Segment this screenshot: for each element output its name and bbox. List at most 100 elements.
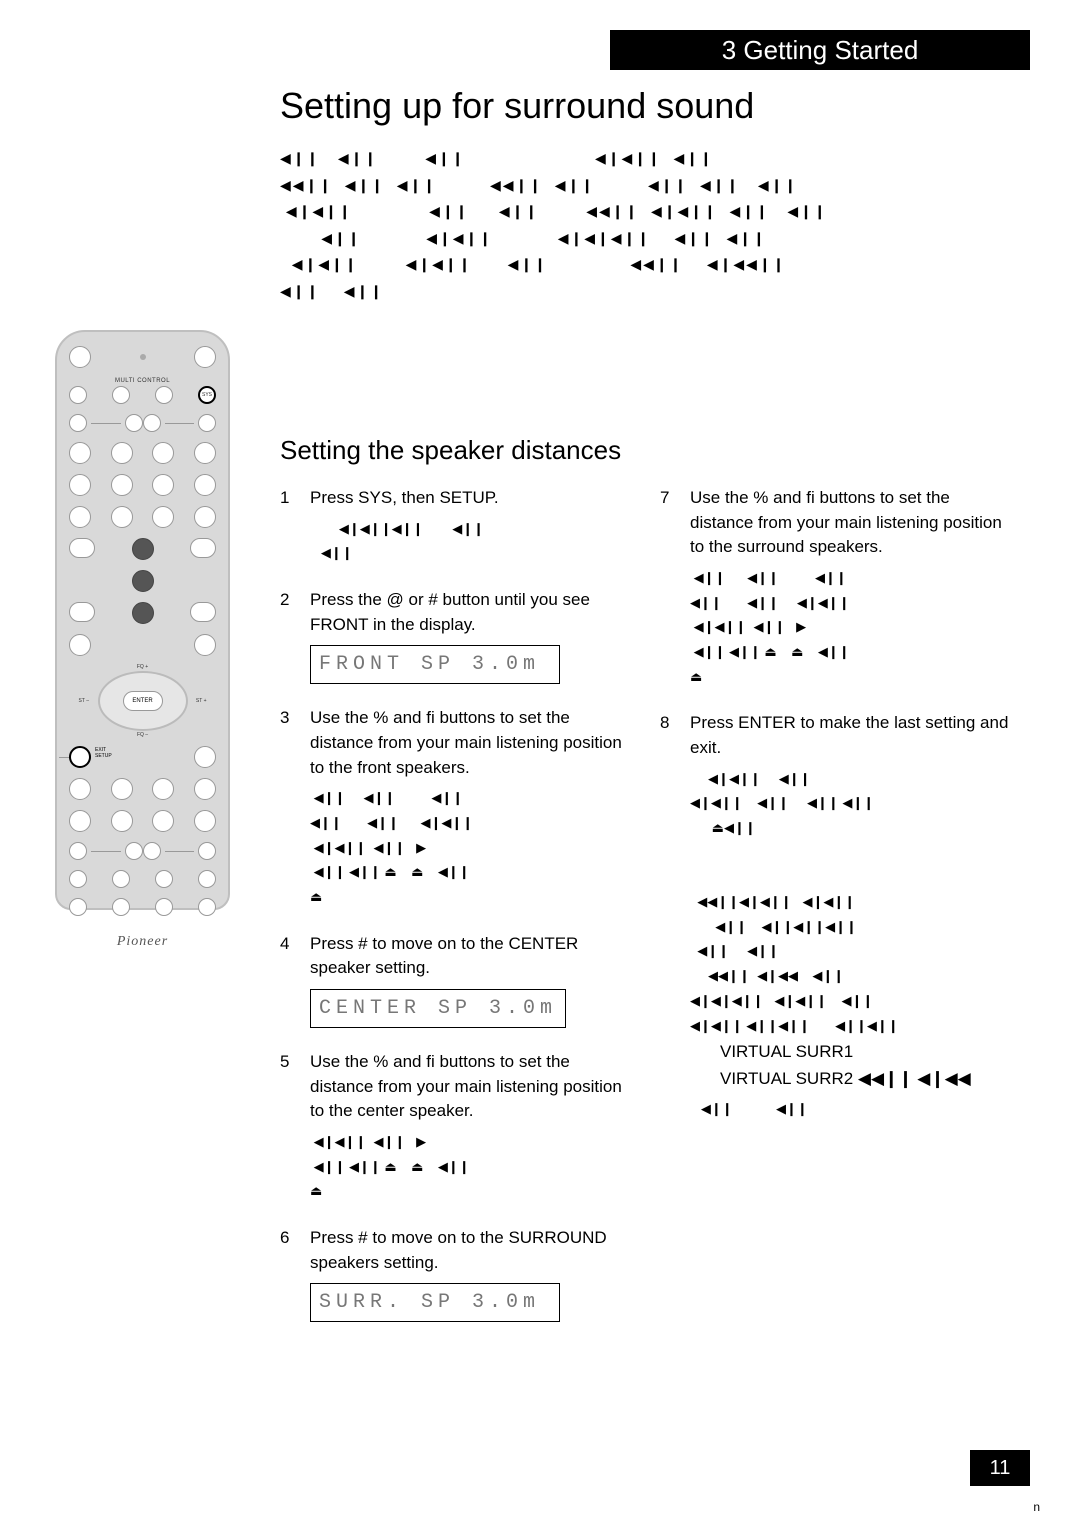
remote-button (198, 870, 216, 888)
step-number: 7 (660, 486, 678, 689)
step-text: Press the @ or # button until you see FR… (310, 588, 630, 637)
step-number: 4 (280, 932, 298, 1028)
remote-button (143, 842, 161, 860)
remote-button (194, 634, 216, 656)
remote-button (132, 538, 154, 560)
remote-button (69, 634, 91, 656)
remote-button (155, 870, 173, 888)
step-text: Press # to move on to the CENTER speaker… (310, 932, 630, 981)
remote-button (194, 810, 216, 832)
remote-button (143, 414, 161, 432)
remote-button (69, 442, 91, 464)
ir-led-icon (140, 354, 146, 360)
step-glyphs: ◀❙◀❙❙ ◀❙❙ ◀❙◀❙❙ ◀❙❙ ◀❙❙ ◀❙❙ ⏏◀❙❙ ◀◀❙❙◀❙◀… (690, 767, 1010, 1039)
left-column: 1 Press SYS, then SETUP. ◀❙◀❙❙◀❙❙ ◀❙❙ ◀❙… (280, 486, 630, 1344)
fq-minus-label: FQ – (137, 732, 148, 738)
step-text: Use the % and fi buttons to set the dist… (690, 486, 1010, 560)
multi-control-label: MULTI CONTROL (69, 378, 216, 384)
remote-button (69, 842, 87, 860)
remote-button (111, 810, 133, 832)
remote-button (194, 442, 216, 464)
remote-button (194, 778, 216, 800)
dpad: FQ + FQ – ST – ST + ENTER (93, 666, 193, 736)
remote-button (198, 414, 216, 432)
remote-button (155, 386, 173, 404)
chapter-header: 3 Getting Started (610, 30, 1030, 70)
remote-button (69, 506, 91, 528)
remote-button (69, 778, 91, 800)
step-text: Press # to move on to the SURROUND speak… (310, 1226, 630, 1275)
right-column: 7 Use the % and fi buttons to set the di… (660, 486, 1010, 1344)
remote-button (69, 870, 87, 888)
step-2: 2 Press the @ or # button until you see … (280, 588, 630, 684)
lcd-display: CENTER SP 3.0m (310, 989, 566, 1028)
step-glyphs: ◀❙◀❙❙◀❙❙ ◀❙❙ ◀❙❙ (310, 517, 630, 566)
virtual-surr2: VIRTUAL SURR2 ◀◀❙❙ ◀❙◀◀ (720, 1067, 1010, 1092)
brand-logo: Pioneer (69, 934, 216, 950)
step-text: Press SYS, then SETUP. (310, 486, 630, 511)
remote-button (194, 746, 216, 768)
step-5: 5 Use the % and fi buttons to set the di… (280, 1050, 630, 1204)
step-text: Press ENTER to make the last setting and… (690, 711, 1010, 760)
remote-button (152, 442, 174, 464)
remote-button (132, 602, 154, 624)
page-number: 11 (970, 1450, 1030, 1486)
step-number: 3 (280, 706, 298, 909)
enter-button: ENTER (123, 691, 163, 711)
step-text: Use the % and fi buttons to set the dist… (310, 706, 630, 780)
step-text: Use the % and fi buttons to set the dist… (310, 1050, 630, 1124)
exit-setup-label: EXIT SETUP (95, 748, 112, 759)
remote-button (69, 346, 91, 368)
st-minus-label: ST – (79, 698, 89, 704)
remote-button (69, 414, 87, 432)
section-subtitle: Setting the speaker distances (280, 435, 1030, 466)
setup-button (69, 746, 91, 768)
lcd-display: FRONT SP 3.0m (310, 645, 560, 684)
step-glyphs: ◀❙❙ ◀❙❙ ◀❙❙ ◀❙❙ ◀❙❙ ◀❙◀❙❙ ◀❙◀❙❙ ◀❙❙ ▶ ◀❙… (690, 566, 1010, 689)
remote-button (194, 506, 216, 528)
remote-button (111, 442, 133, 464)
remote-button (132, 570, 154, 592)
virtual-surr1: VIRTUAL SURR1 (720, 1040, 1010, 1065)
step-4: 4 Press # to move on to the CENTER speak… (280, 932, 630, 1028)
remote-button (69, 386, 87, 404)
main-content: Setting up for surround sound ◀❙❙ ◀❙❙ ◀❙… (280, 85, 1030, 1344)
lcd-display: SURR. SP 3.0m (310, 1283, 560, 1322)
step-7: 7 Use the % and fi buttons to set the di… (660, 486, 1010, 689)
plus-button (190, 538, 216, 558)
minus-button (69, 602, 95, 622)
remote-button (198, 898, 216, 916)
step-6: 6 Press # to move on to the SURROUND spe… (280, 1226, 630, 1322)
remote-button (111, 506, 133, 528)
remote-button (125, 414, 143, 432)
page-title: Setting up for surround sound (280, 85, 1030, 127)
intro-glyphs: ◀❙❙ ◀❙❙ ◀❙❙ ◀❙◀❙❙ ◀❙❙ ◀◀❙❙ ◀❙❙ ◀❙❙ ◀◀❙❙ … (280, 145, 1030, 305)
remote-button (152, 810, 174, 832)
fq-plus-label: FQ + (137, 664, 148, 670)
step-number: 2 (280, 588, 298, 684)
remote-button (112, 870, 130, 888)
step-glyphs: ◀❙◀❙❙ ◀❙❙ ▶ ◀❙❙ ◀❙❙ ⏏ ⏏ ◀❙❙ ⏏ (310, 1130, 630, 1204)
remote-button (155, 898, 173, 916)
remote-button (194, 346, 216, 368)
remote-button (194, 474, 216, 496)
remote-button (111, 474, 133, 496)
remote-button (152, 778, 174, 800)
remote-button (112, 898, 130, 916)
corner-mark: n (1033, 1500, 1040, 1514)
virtual-tail-glyphs: ◀❙❙ ◀❙❙ (690, 1097, 1010, 1122)
step-8: 8 Press ENTER to make the last setting a… (660, 711, 1010, 1122)
plus-button (69, 538, 95, 558)
step-number: 8 (660, 711, 678, 1122)
minus-button (190, 602, 216, 622)
remote-button (69, 474, 91, 496)
sys-button (198, 386, 216, 404)
remote-button (69, 898, 87, 916)
step-number: 5 (280, 1050, 298, 1204)
remote-button (112, 386, 130, 404)
remote-button (125, 842, 143, 860)
remote-button (152, 506, 174, 528)
step-1: 1 Press SYS, then SETUP. ◀❙◀❙❙◀❙❙ ◀❙❙ ◀❙… (280, 486, 630, 566)
intro-glyph-block: ◀❙❙ ◀❙❙ ◀❙❙ ◀❙◀❙❙ ◀❙❙ ◀◀❙❙ ◀❙❙ ◀❙❙ ◀◀❙❙ … (280, 145, 1030, 275)
step-3: 3 Use the % and fi buttons to set the di… (280, 706, 630, 909)
